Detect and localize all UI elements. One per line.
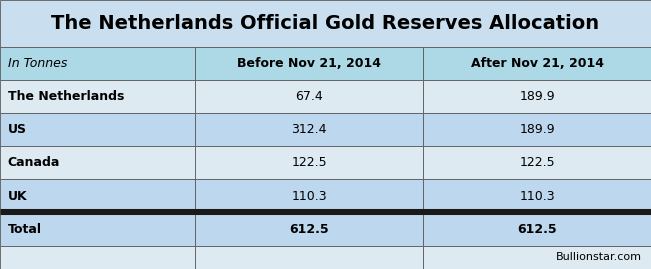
Bar (195, 146, 423, 179)
Bar (195, 47, 423, 80)
Text: 189.9: 189.9 (519, 123, 555, 136)
Text: 122.5: 122.5 (292, 156, 327, 169)
Bar (0, 47, 195, 80)
Bar (195, 246, 423, 269)
Bar (423, 246, 651, 269)
Text: 67.4: 67.4 (296, 90, 323, 103)
Text: 612.5: 612.5 (518, 223, 557, 236)
Text: 122.5: 122.5 (519, 156, 555, 169)
Text: Total: Total (8, 223, 42, 236)
Bar (423, 80, 651, 113)
Bar (423, 47, 651, 80)
Text: Canada: Canada (8, 156, 60, 169)
Text: 189.9: 189.9 (519, 90, 555, 103)
Text: The Netherlands: The Netherlands (8, 90, 124, 103)
Bar (423, 113, 651, 146)
Bar (423, 213, 651, 246)
Bar (195, 213, 423, 246)
Bar (0, 80, 195, 113)
Bar (0, 213, 195, 246)
Text: UK: UK (8, 190, 27, 203)
Text: Before Nov 21, 2014: Before Nov 21, 2014 (237, 57, 381, 70)
Bar (0, 113, 195, 146)
Bar (0, 0, 651, 47)
Bar (0, 246, 195, 269)
Text: In Tonnes: In Tonnes (8, 57, 67, 70)
Text: After Nov 21, 2014: After Nov 21, 2014 (471, 57, 603, 70)
Text: 110.3: 110.3 (519, 190, 555, 203)
Text: 110.3: 110.3 (292, 190, 327, 203)
Bar (195, 113, 423, 146)
Bar (0, 179, 195, 213)
Text: 612.5: 612.5 (290, 223, 329, 236)
Bar (195, 80, 423, 113)
Text: 312.4: 312.4 (292, 123, 327, 136)
Bar (423, 179, 651, 213)
Text: The Netherlands Official Gold Reserves Allocation: The Netherlands Official Gold Reserves A… (51, 14, 600, 33)
Text: Bullionstar.com: Bullionstar.com (556, 252, 642, 262)
Text: US: US (8, 123, 27, 136)
Bar (423, 146, 651, 179)
Bar (0, 146, 195, 179)
Bar (195, 179, 423, 213)
